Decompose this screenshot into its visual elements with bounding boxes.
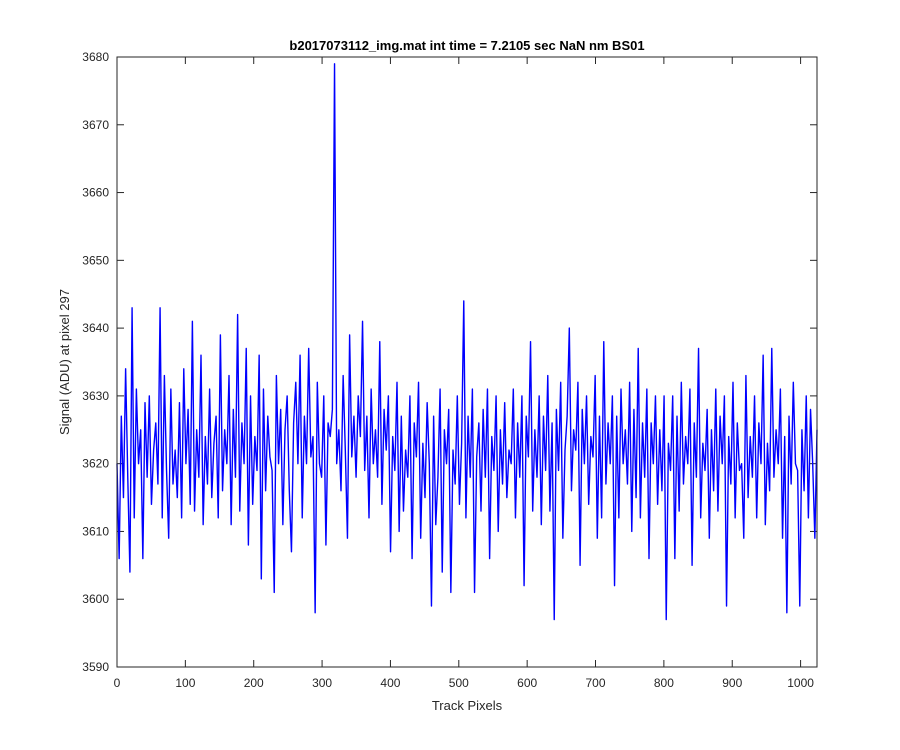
y-tick-label: 3640 [82,321,109,335]
chart-title: b2017073112_img.mat int time = 7.2105 se… [289,38,644,53]
x-tick-label: 1000 [787,676,814,690]
x-tick-label: 600 [517,676,537,690]
x-tick-label: 700 [586,676,606,690]
y-tick-label: 3660 [82,186,109,200]
x-tick-label: 300 [312,676,332,690]
x-tick-label: 500 [449,676,469,690]
y-tick-label: 3670 [82,118,109,132]
y-tick-label: 3590 [82,660,109,674]
y-tick-label: 3630 [82,389,109,403]
y-tick-label: 3610 [82,524,109,538]
y-tick-label: 3680 [82,50,109,64]
x-tick-label: 900 [722,676,742,690]
y-axis: 3590 3600 3610 3620 3630 3640 3650 3660 3670 3680 [82,50,817,674]
x-tick-label: 0 [114,676,121,690]
x-tick-label: 200 [244,676,264,690]
series-line [116,63,818,621]
y-tick-label: 3600 [82,592,109,606]
x-tick-label: 100 [175,676,195,690]
x-tick-label: 400 [380,676,400,690]
x-axis-label: Track Pixels [432,698,503,713]
y-tick-label: 3650 [82,253,109,267]
y-tick-label: 3620 [82,457,109,471]
plot-area [117,57,817,667]
x-tick-label: 800 [654,676,674,690]
plot-frame [116,56,818,668]
x-axis: 0 100 200 300 400 500 600 700 800 900 1000 [114,57,814,690]
y-axis-label: Signal (ADU) at pixel 297 [57,289,72,435]
